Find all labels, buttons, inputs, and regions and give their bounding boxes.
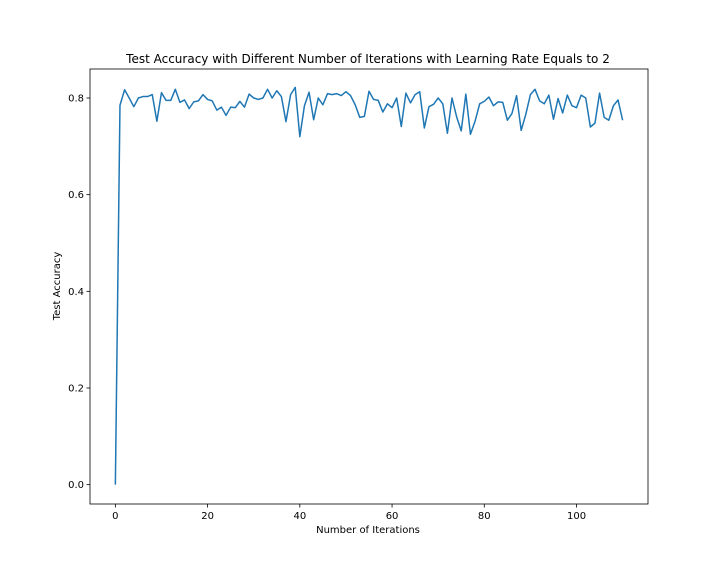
x-tick-label: 60	[386, 511, 399, 522]
y-axis-label: Test Accuracy	[52, 252, 63, 322]
plot-area: 0 20 40 60 80 100 0.0 0.2 0.4 0.6 0.8	[68, 68, 649, 522]
y-tick-label: 0.6	[68, 190, 84, 201]
axes-frame	[89, 68, 649, 505]
y-tick-label: 0.0	[68, 480, 84, 491]
series-line-1	[114, 86, 624, 485]
y-tick-label: 0.2	[68, 384, 84, 395]
x-tick-label: 80	[478, 511, 491, 522]
x-tick-label: 100	[567, 511, 586, 522]
chart-title: Test Accuracy with Different Number of I…	[125, 52, 610, 66]
x-tick-label: 20	[201, 511, 214, 522]
y-tick-label: 0.4	[68, 287, 84, 298]
y-tick-label: 0.8	[68, 94, 84, 105]
x-tick-label: 0	[112, 511, 118, 522]
x-tick-label: 40	[293, 511, 306, 522]
x-axis-label: Number of Iterations	[316, 525, 420, 536]
